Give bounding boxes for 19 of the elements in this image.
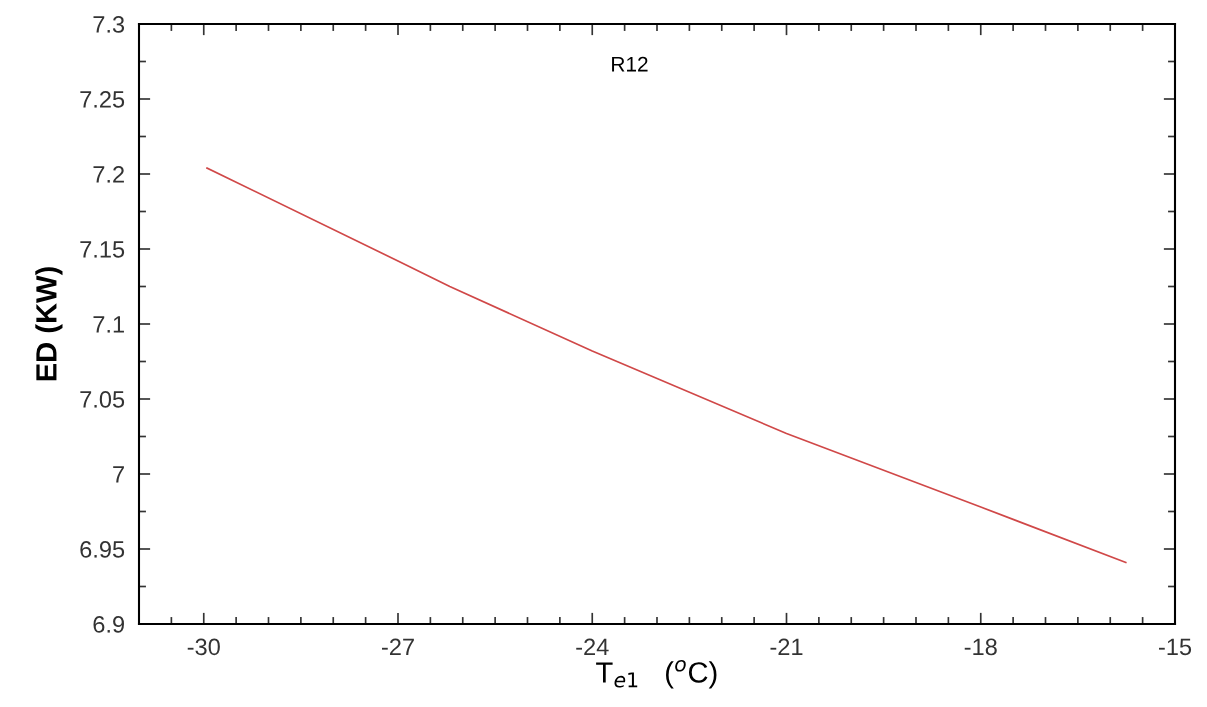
y-tick-label: 7.05 bbox=[80, 391, 125, 408]
annotation: R12 bbox=[612, 56, 648, 72]
y-tick-label: 6.95 bbox=[80, 541, 125, 558]
y-tick-label: 7.15 bbox=[80, 241, 125, 258]
x-tick-label: -30 bbox=[187, 638, 220, 656]
x-tick-label: -21 bbox=[770, 638, 803, 655]
y-tick-label: 7.3 bbox=[93, 16, 125, 33]
y-tick-label: 7.1 bbox=[93, 316, 124, 333]
line-series bbox=[206, 167, 1127, 564]
y-tick-label: 6.9 bbox=[93, 616, 124, 633]
x-tick-label: -18 bbox=[964, 638, 997, 656]
y-tick-label: 7.2 bbox=[93, 166, 124, 183]
x-tick-label: -24 bbox=[576, 638, 609, 655]
y-tick-label: 7.25 bbox=[80, 91, 125, 108]
y-tick-label: 7 bbox=[113, 466, 124, 483]
x-tick-label: -27 bbox=[381, 638, 414, 655]
x-tick-label: -15 bbox=[1158, 638, 1192, 656]
y-axis-title: ED (KW) bbox=[35, 267, 63, 381]
text: T$_{e1}$ ($^{o}$C) bbox=[596, 659, 717, 689]
